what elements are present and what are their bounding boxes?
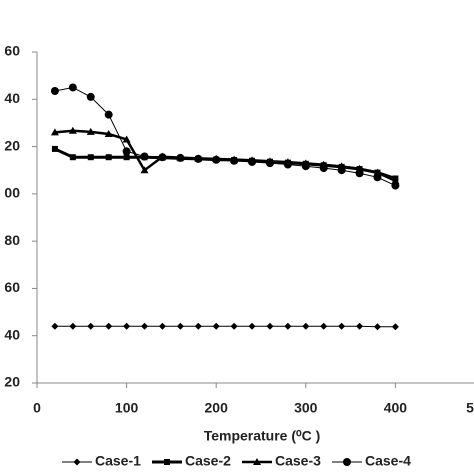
- y-tick-label: 60: [4, 279, 20, 295]
- marker: [391, 176, 400, 184]
- marker: [158, 322, 166, 330]
- marker: [212, 322, 220, 330]
- y-tick-label: 80: [4, 232, 20, 248]
- marker: [123, 154, 130, 161]
- marker: [284, 322, 292, 330]
- marker: [158, 153, 167, 162]
- y-tick-label: 40: [4, 326, 20, 342]
- marker: [283, 160, 292, 169]
- marker: [391, 181, 400, 190]
- series-line: [54, 147, 396, 180]
- marker: [104, 110, 113, 119]
- marker: [319, 164, 328, 173]
- marker: [338, 322, 346, 330]
- marker: [86, 127, 95, 135]
- y-tick-label: 60: [4, 43, 20, 59]
- marker: [105, 154, 112, 161]
- marker: [68, 83, 77, 92]
- marker: [230, 322, 238, 330]
- legend-label: Case-2: [185, 453, 231, 469]
- marker: [86, 92, 95, 101]
- marker: [194, 322, 202, 330]
- marker: [248, 157, 257, 166]
- marker: [373, 173, 382, 182]
- legend-label: Case-1: [95, 453, 141, 469]
- x-tick-label: 5: [466, 400, 474, 416]
- marker: [69, 154, 76, 161]
- marker: [265, 159, 274, 168]
- marker: [230, 156, 239, 165]
- y-tick-label: 00: [4, 185, 20, 201]
- x-tick-label: 300: [294, 400, 318, 416]
- x-tick-label: 400: [384, 400, 408, 416]
- marker: [50, 128, 59, 136]
- marker: [122, 135, 131, 143]
- x-axis-label: Temperature (⁰C ): [204, 428, 321, 444]
- marker: [373, 168, 382, 176]
- marker: [104, 130, 113, 138]
- marker: [337, 166, 346, 175]
- legend-label: Case-4: [365, 453, 411, 469]
- marker: [212, 155, 221, 164]
- marker: [51, 145, 58, 152]
- marker: [302, 322, 310, 330]
- legend-marker: [73, 458, 81, 466]
- series-line: [54, 129, 396, 182]
- legend-label: Case-3: [275, 453, 321, 469]
- marker: [301, 162, 310, 171]
- marker: [87, 154, 94, 161]
- marker: [320, 322, 328, 330]
- marker: [105, 322, 113, 330]
- marker: [355, 169, 364, 178]
- marker: [50, 87, 59, 96]
- legend-marker: [253, 458, 261, 465]
- marker: [266, 322, 274, 330]
- marker: [51, 322, 59, 330]
- marker: [248, 322, 256, 330]
- marker: [356, 322, 364, 330]
- marker: [373, 323, 381, 331]
- marker: [68, 126, 77, 134]
- y-tick-label: 40: [4, 90, 20, 106]
- marker: [140, 152, 149, 161]
- marker: [141, 322, 149, 330]
- y-tick-label: 20: [4, 137, 20, 153]
- marker: [122, 147, 131, 156]
- legend-marker: [164, 459, 170, 465]
- marker: [69, 322, 77, 330]
- y-tick-label: 20: [4, 374, 20, 390]
- x-tick-label: 0: [33, 400, 41, 416]
- marker: [140, 166, 149, 174]
- marker: [391, 323, 399, 331]
- x-tick-label: 100: [115, 400, 139, 416]
- marker: [194, 154, 203, 163]
- x-tick-label: 200: [205, 400, 229, 416]
- legend-marker: [343, 458, 351, 466]
- marker: [123, 322, 131, 330]
- marker: [176, 153, 185, 162]
- marker: [87, 322, 95, 330]
- marker: [176, 322, 184, 330]
